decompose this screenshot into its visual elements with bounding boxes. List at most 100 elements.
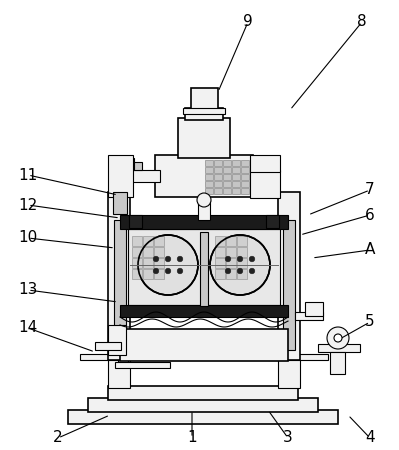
Circle shape (334, 334, 342, 342)
Text: 3: 3 (283, 431, 293, 446)
Bar (237, 236, 247, 246)
Bar (223, 160, 231, 166)
Bar (226, 269, 236, 279)
Bar (214, 167, 222, 173)
Bar (318, 344, 360, 352)
Bar (154, 258, 164, 268)
Circle shape (138, 235, 198, 295)
Text: 1: 1 (187, 431, 197, 446)
Bar (134, 162, 142, 170)
Circle shape (327, 327, 349, 349)
Text: 4: 4 (365, 431, 375, 446)
Bar (278, 358, 300, 388)
Bar (183, 108, 225, 114)
Bar (205, 174, 213, 180)
Bar (214, 160, 222, 166)
Bar (214, 188, 222, 194)
Circle shape (165, 268, 171, 274)
Bar (108, 155, 133, 197)
Text: 11: 11 (18, 167, 38, 183)
Bar (223, 174, 231, 180)
Bar (241, 167, 249, 173)
Circle shape (153, 256, 159, 262)
Text: 14: 14 (18, 320, 38, 336)
Bar (214, 181, 222, 187)
Bar (215, 258, 225, 268)
Circle shape (197, 193, 211, 207)
Bar (143, 258, 153, 268)
Bar (205, 188, 213, 194)
Bar (143, 236, 153, 246)
Bar (120, 329, 288, 361)
Bar (223, 188, 231, 194)
Bar (88, 398, 318, 412)
Circle shape (237, 256, 243, 262)
Bar (198, 200, 210, 220)
Circle shape (249, 256, 255, 262)
Circle shape (225, 268, 231, 274)
Text: 5: 5 (365, 315, 375, 329)
Bar (114, 220, 126, 350)
Bar (226, 247, 236, 257)
Bar (108, 386, 298, 400)
Bar (118, 358, 128, 366)
Text: 6: 6 (365, 207, 375, 222)
Bar (132, 236, 142, 246)
Bar (108, 192, 130, 360)
Bar (232, 188, 240, 194)
Bar (95, 342, 121, 350)
Bar (266, 215, 279, 228)
Circle shape (165, 256, 171, 262)
Text: 12: 12 (18, 198, 38, 212)
Circle shape (153, 268, 159, 274)
Bar (130, 170, 160, 182)
Bar (232, 167, 240, 173)
Bar (108, 358, 130, 388)
Text: 9: 9 (243, 14, 253, 30)
Circle shape (225, 256, 231, 262)
Bar (268, 354, 328, 360)
Bar (241, 160, 249, 166)
Bar (232, 174, 240, 180)
Bar (143, 247, 153, 257)
Bar (128, 229, 280, 305)
Bar (295, 312, 323, 320)
Bar (126, 162, 134, 170)
Bar (215, 236, 225, 246)
Bar (108, 325, 126, 355)
Bar (205, 167, 213, 173)
Text: 7: 7 (365, 183, 375, 198)
Bar (278, 192, 300, 360)
Bar (120, 215, 288, 229)
Bar (237, 247, 247, 257)
Circle shape (177, 268, 183, 274)
Bar (185, 108, 223, 120)
Bar (232, 160, 240, 166)
Bar (223, 181, 231, 187)
Bar (154, 247, 164, 257)
Bar (241, 181, 249, 187)
Bar (214, 174, 222, 180)
Bar (120, 158, 134, 164)
Bar (178, 118, 230, 158)
Bar (132, 269, 142, 279)
Circle shape (177, 256, 183, 262)
Bar (113, 192, 127, 214)
Text: 10: 10 (18, 230, 38, 246)
Bar (191, 88, 218, 110)
Bar (115, 362, 170, 368)
Bar (232, 181, 240, 187)
Bar (215, 269, 225, 279)
Bar (132, 258, 142, 268)
Bar (223, 167, 231, 173)
Text: 8: 8 (357, 14, 367, 30)
Bar (250, 170, 280, 198)
Text: A: A (365, 243, 375, 257)
Bar (68, 410, 338, 424)
Bar (226, 258, 236, 268)
Bar (110, 162, 132, 190)
Circle shape (249, 268, 255, 274)
Bar (120, 305, 288, 317)
Circle shape (210, 235, 270, 295)
Bar (132, 247, 142, 257)
